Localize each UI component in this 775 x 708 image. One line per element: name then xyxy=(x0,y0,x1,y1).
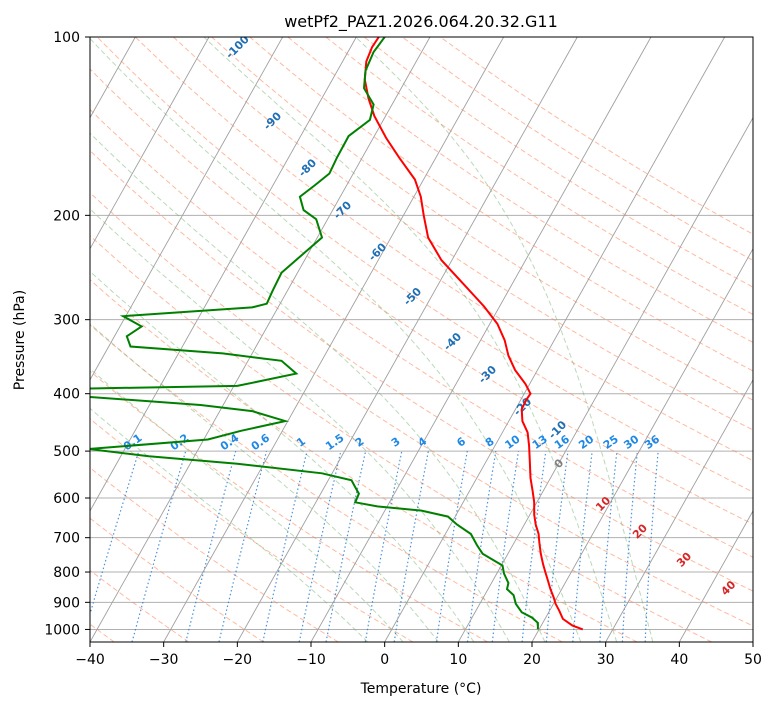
pressure-gridlines xyxy=(90,37,753,630)
mixing-ratio-line xyxy=(466,451,497,642)
isotherm-line xyxy=(605,378,753,642)
x-tick-label: 10 xyxy=(449,652,467,668)
x-tick-label: 20 xyxy=(523,652,541,668)
isotherm-line xyxy=(457,116,753,642)
y-tick-label: 800 xyxy=(53,565,80,581)
profile-series xyxy=(90,37,584,631)
dry-adiabat-line xyxy=(90,467,339,642)
y-tick-label: 300 xyxy=(53,313,80,329)
mixing-ratio-line xyxy=(435,450,468,642)
x-tick-label: 40 xyxy=(670,652,688,668)
moist-adiabat-line xyxy=(355,37,654,642)
isotherm-line xyxy=(531,247,753,642)
y-axis-label: Pressure (hPa) xyxy=(12,290,28,390)
x-axis-ticks: −40 −30 −20 −10 0 10 20 30 40 50 xyxy=(75,642,762,668)
mixing-ratio-line xyxy=(545,451,569,642)
mixing-ratio-line xyxy=(621,451,638,642)
isotherm-line xyxy=(384,37,726,642)
dewpoint-profile-line xyxy=(90,37,539,630)
dry-adiabat-line xyxy=(90,235,712,642)
dry-adiabat-line xyxy=(90,279,638,642)
dry-adiabat-line xyxy=(90,191,753,627)
x-tick-label: −30 xyxy=(149,652,179,668)
moist-adiabat-line xyxy=(90,368,404,642)
isotherm-line xyxy=(90,37,210,250)
x-tick-label: −40 xyxy=(75,652,105,668)
dry-adiabat-line xyxy=(363,37,753,288)
isotherm-line xyxy=(90,37,431,642)
y-tick-label: 100 xyxy=(53,30,80,46)
y-tick-label: 600 xyxy=(53,491,80,507)
y-tick-label: 700 xyxy=(53,531,80,547)
moist-adiabat-line xyxy=(203,37,618,642)
dry-adiabat-line xyxy=(90,108,753,558)
chart-title: wetPf2_PAZ1.2026.064.20.32.G11 xyxy=(284,12,558,32)
x-tick-label: −20 xyxy=(223,652,253,668)
mixing-ratio-line xyxy=(262,450,308,642)
mixing-ratio-line xyxy=(599,451,618,642)
temperature-profile-line xyxy=(363,37,584,631)
y-tick-label: 400 xyxy=(53,387,80,403)
mixing-ratio-line xyxy=(218,450,268,642)
x-tick-label: 0 xyxy=(380,652,389,668)
mixing-ratio-line xyxy=(90,450,140,616)
isotherm-line xyxy=(90,37,284,381)
dry-adiabat-line xyxy=(90,517,264,642)
dry-adiabat-line xyxy=(90,569,190,642)
mixing-ratio-line xyxy=(491,451,520,642)
isotherms xyxy=(90,37,753,642)
x-axis-label: Temperature (°C) xyxy=(360,681,482,697)
dry-adiabat-line xyxy=(211,37,753,401)
mixing-ratio-line xyxy=(185,450,237,642)
y-tick-label: 900 xyxy=(53,595,80,611)
isotherm-line xyxy=(163,37,505,642)
plot-area: 0.1 0.2 0.4 0.6 1 1.5 2 3 4 6 8 10 13 16 20 25 30 36-100-… xyxy=(90,37,753,642)
moist-adiabat-line xyxy=(90,323,439,642)
y-tick-label: 500 xyxy=(53,444,80,460)
mixing-ratio-line xyxy=(521,451,547,642)
x-tick-label: 30 xyxy=(597,652,615,668)
y-tick-label: 200 xyxy=(53,208,80,224)
x-tick-label: −10 xyxy=(296,652,326,668)
x-tick-label: 50 xyxy=(744,652,762,668)
plot-frame xyxy=(89,36,754,643)
mixing-ratio-line xyxy=(572,451,593,642)
moist-adiabat-line xyxy=(90,208,510,642)
dry-adiabat-line xyxy=(90,68,753,525)
y-axis-ticks: 100 200 300 400 500 600 700 800 900 1000 xyxy=(44,30,90,638)
dry-adiabat-line xyxy=(173,37,753,431)
y-tick-label: 1000 xyxy=(44,622,80,638)
isotherm-line xyxy=(90,37,357,512)
isotherm-line xyxy=(310,37,652,642)
isotherm-line xyxy=(678,509,753,642)
dry-adiabats xyxy=(90,37,753,642)
isotherm-line xyxy=(236,37,578,642)
moist-adiabat-line xyxy=(90,132,546,642)
mixing-ratio-line xyxy=(298,450,342,642)
moist-adiabat-line xyxy=(90,270,475,642)
dry-adiabat-line xyxy=(90,370,488,642)
